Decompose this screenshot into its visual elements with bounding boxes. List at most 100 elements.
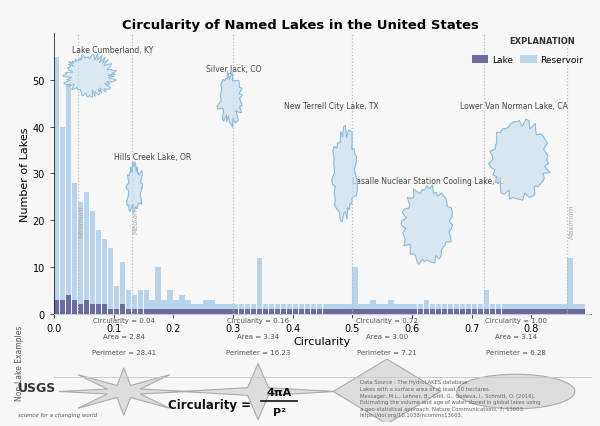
Bar (478, 305, 483, 314)
Bar (131, 295, 137, 314)
Bar (579, 305, 584, 314)
Bar (311, 309, 316, 314)
Bar (197, 309, 203, 314)
Bar (90, 305, 95, 314)
Bar (245, 309, 250, 314)
Text: Area = 3.00: Area = 3.00 (366, 334, 408, 340)
Bar (84, 300, 89, 314)
Bar (508, 309, 513, 314)
Bar (328, 309, 334, 314)
Bar (102, 239, 107, 314)
Bar (555, 309, 560, 314)
Bar (424, 309, 430, 314)
Bar (239, 305, 244, 314)
Y-axis label: Number of Lakes: Number of Lakes (20, 127, 30, 221)
Bar (60, 127, 65, 314)
Bar (323, 305, 328, 314)
Bar (472, 305, 477, 314)
Bar (382, 305, 388, 314)
Bar (496, 309, 501, 314)
Bar (311, 305, 316, 314)
Bar (60, 300, 65, 314)
Text: Non-Lake Examples: Non-Lake Examples (14, 325, 23, 400)
Polygon shape (401, 186, 452, 265)
Bar (197, 305, 203, 314)
Polygon shape (333, 359, 440, 424)
Text: Silver Jack, CO: Silver Jack, CO (206, 64, 262, 73)
Bar (573, 305, 578, 314)
Text: Perimeter = 16.23: Perimeter = 16.23 (226, 350, 290, 356)
Bar (203, 309, 209, 314)
Bar (269, 305, 274, 314)
Bar (430, 305, 436, 314)
Bar (108, 309, 113, 314)
Bar (412, 309, 418, 314)
Bar (555, 305, 560, 314)
Bar (340, 309, 346, 314)
Bar (436, 305, 442, 314)
Bar (143, 309, 149, 314)
Text: Minimum: Minimum (79, 204, 85, 237)
Text: EXPLANATION: EXPLANATION (509, 37, 575, 46)
Bar (526, 305, 531, 314)
Bar (346, 305, 352, 314)
Text: USGS: USGS (18, 381, 56, 394)
Bar (155, 309, 161, 314)
Bar (239, 309, 244, 314)
Text: Area = 2.84: Area = 2.84 (103, 334, 145, 340)
Bar (436, 309, 442, 314)
Bar (520, 305, 525, 314)
Bar (472, 309, 477, 314)
Bar (251, 309, 256, 314)
Bar (143, 291, 149, 314)
Text: Area = 3.34: Area = 3.34 (237, 334, 279, 340)
Text: science for a changing world: science for a changing world (18, 412, 97, 417)
Bar (131, 309, 137, 314)
Bar (203, 300, 209, 314)
Bar (394, 305, 400, 314)
Bar (299, 309, 304, 314)
Bar (334, 305, 340, 314)
Bar (573, 309, 578, 314)
Text: 4πA: 4πA (266, 387, 292, 397)
Text: Area = 3.14: Area = 3.14 (495, 334, 537, 340)
Text: Median: Median (133, 208, 139, 233)
Bar (173, 300, 179, 314)
Bar (161, 309, 167, 314)
Bar (257, 309, 262, 314)
Bar (161, 300, 167, 314)
Polygon shape (181, 363, 335, 420)
Bar (394, 309, 400, 314)
Bar (538, 309, 543, 314)
Bar (478, 309, 483, 314)
Text: Circularity = 0.04: Circularity = 0.04 (93, 317, 155, 323)
Ellipse shape (457, 374, 575, 409)
Bar (281, 305, 286, 314)
Polygon shape (488, 120, 550, 201)
Bar (54, 300, 59, 314)
Bar (370, 309, 376, 314)
Bar (108, 249, 113, 314)
Bar (317, 309, 322, 314)
Bar (520, 309, 525, 314)
Bar (400, 305, 406, 314)
Bar (137, 291, 143, 314)
Text: Circularity = 1.00: Circularity = 1.00 (485, 317, 547, 323)
Bar (299, 305, 304, 314)
Bar (567, 309, 572, 314)
Bar (209, 309, 215, 314)
Bar (149, 300, 155, 314)
Bar (448, 305, 453, 314)
Bar (167, 291, 173, 314)
Bar (538, 305, 543, 314)
Bar (185, 309, 191, 314)
Text: Circularity =: Circularity = (168, 398, 255, 411)
Bar (251, 305, 256, 314)
Bar (66, 85, 71, 314)
Bar (78, 305, 83, 314)
Bar (233, 309, 238, 314)
Bar (113, 309, 119, 314)
Polygon shape (59, 368, 189, 415)
Bar (364, 309, 370, 314)
Bar (119, 263, 125, 314)
